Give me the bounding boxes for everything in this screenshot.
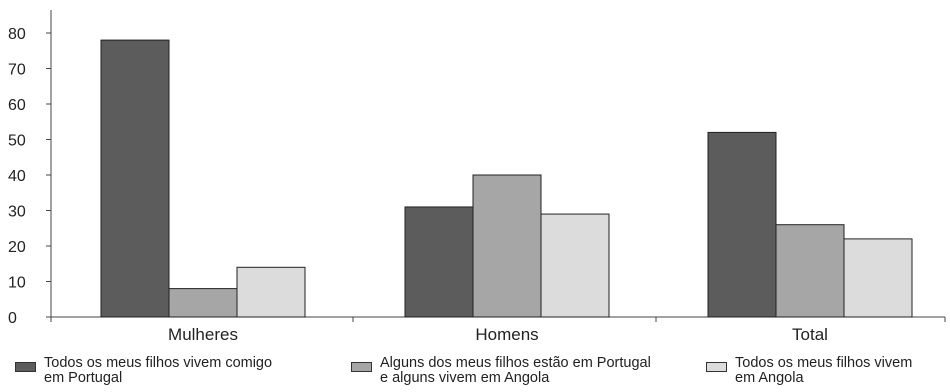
x-axis-ticks — [50, 317, 946, 322]
y-tick-label: 10 — [8, 275, 26, 292]
bar-all-in-angola-mulheres — [236, 266, 306, 318]
legend-item-all-in-portugal: Todos os meus filhos vivem comigo em Por… — [15, 356, 272, 386]
y-tick-label: 60 — [8, 97, 26, 114]
bar-split-homens — [472, 174, 542, 318]
y-tick-label: 40 — [8, 168, 26, 185]
y-tick-label: 0 — [8, 310, 17, 327]
legend-label: Todos os meus filhos vivem em Angola — [735, 355, 913, 386]
bar-split-mulheres — [168, 288, 238, 318]
legend-item-all-in-angola: Todos os meus filhos vivem em Angola — [706, 356, 912, 386]
legend-item-split: Alguns dos meus filhos estão em Portugal… — [351, 356, 651, 386]
x-category-label: Total — [792, 325, 828, 344]
legend-swatch-dark — [15, 362, 36, 372]
legend-label: Alguns dos meus filhos estão em Portugal… — [380, 355, 651, 386]
x-category-label: Mulheres — [168, 325, 238, 344]
category-labels: Mulheres Homens Total — [168, 325, 828, 344]
bar-chart: 0 10 20 30 40 50 60 70 80 Mulheres Homens Total — [8, 10, 946, 344]
legend-label: Todos os meus filhos vivem comigo em Por… — [44, 355, 273, 386]
y-tick-label: 50 — [8, 133, 26, 150]
bar-all-in-portugal-total — [707, 131, 777, 318]
y-tick-label: 80 — [8, 26, 26, 43]
bar-split-total — [775, 224, 845, 318]
legend: Todos os meus filhos vivem comigo em Por… — [0, 356, 950, 392]
y-tick-label: 30 — [8, 204, 26, 221]
bar-all-in-angola-homens — [540, 213, 610, 318]
legend-swatch-light — [706, 362, 727, 372]
bars-group — [100, 39, 913, 318]
y-axis-ticks: 0 10 20 30 40 50 60 70 80 — [8, 26, 51, 327]
bar-all-in-portugal-mulheres — [100, 39, 170, 318]
bar-all-in-portugal-homens — [404, 206, 474, 318]
y-tick-label: 20 — [8, 239, 26, 256]
legend-swatch-mid — [351, 362, 372, 372]
y-tick-label: 70 — [8, 62, 26, 79]
x-category-label: Homens — [475, 325, 538, 344]
bar-all-in-angola-total — [843, 238, 913, 318]
